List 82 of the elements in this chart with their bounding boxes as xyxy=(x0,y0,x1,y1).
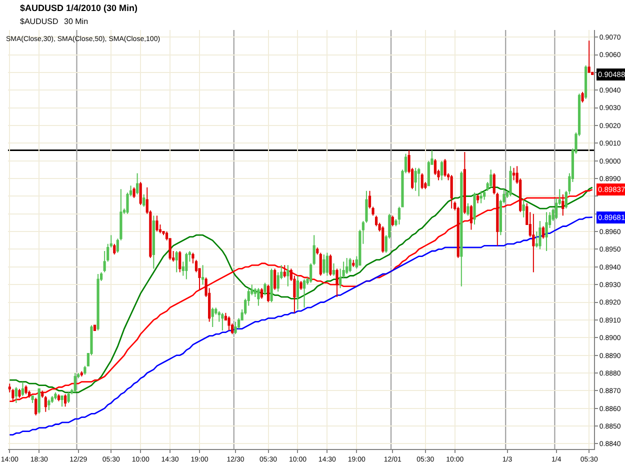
candlestick xyxy=(283,264,286,278)
candlestick xyxy=(14,386,18,404)
candlestick xyxy=(211,307,214,328)
candlestick xyxy=(48,399,50,411)
candlestick xyxy=(466,202,470,216)
candlestick xyxy=(562,194,564,216)
candlestick xyxy=(136,172,139,195)
candlestick xyxy=(296,275,300,310)
text: 30 Min xyxy=(64,17,88,26)
candlestick xyxy=(346,258,348,274)
candlestick xyxy=(584,64,588,100)
line-series xyxy=(8,216,594,436)
candlestick xyxy=(463,151,466,214)
candlestick xyxy=(509,166,512,197)
candlestick xyxy=(300,280,302,290)
candlestick xyxy=(74,372,76,393)
candlestick xyxy=(382,226,384,254)
candlestick xyxy=(270,268,273,303)
candlestick xyxy=(64,394,67,408)
candlestick xyxy=(391,215,394,227)
candlestick xyxy=(178,250,182,273)
candlestick xyxy=(54,392,57,400)
text: $AUDUSD xyxy=(20,17,58,26)
candlestick xyxy=(538,220,542,250)
candlestick xyxy=(221,312,224,332)
candlestick xyxy=(234,321,237,335)
candlestick xyxy=(322,254,326,274)
candlestick xyxy=(228,316,230,332)
candlestick xyxy=(460,170,463,287)
candlestick xyxy=(476,194,480,204)
candlestick xyxy=(532,213,535,273)
candlestick xyxy=(34,397,38,416)
candlestick xyxy=(512,167,516,181)
candlestick xyxy=(326,252,328,276)
candlestick xyxy=(483,190,486,200)
candlestick xyxy=(480,190,482,204)
candlestick xyxy=(156,215,158,232)
candlestick xyxy=(490,169,492,188)
candlestick xyxy=(67,392,70,404)
candlestick xyxy=(175,250,178,273)
candlestick xyxy=(336,268,338,298)
candlestick xyxy=(24,384,28,395)
candlestick xyxy=(470,204,473,230)
candlestick xyxy=(588,40,590,73)
candlestick xyxy=(31,395,34,404)
candlestick xyxy=(274,268,276,290)
candlestick xyxy=(522,199,525,218)
candlestick xyxy=(152,215,155,270)
candlestick xyxy=(450,174,453,210)
candlestick xyxy=(542,226,545,240)
candlestick xyxy=(80,370,83,378)
candlestick xyxy=(60,395,64,408)
candlestick xyxy=(420,172,424,190)
candlestick xyxy=(96,273,100,332)
candlestick xyxy=(332,262,336,276)
candlestick xyxy=(18,388,21,398)
candlestick xyxy=(266,284,270,303)
candlestick xyxy=(329,254,332,276)
candlestick xyxy=(38,388,40,414)
candlestick xyxy=(113,243,116,256)
candlestick xyxy=(201,264,204,286)
candlestick xyxy=(302,278,306,308)
candlestick xyxy=(260,288,264,300)
chart-title: $AUDUSD 1/4/2010 (30 Min) xyxy=(20,3,138,14)
candlestick xyxy=(257,288,260,306)
candlestick xyxy=(418,167,420,197)
candlestick xyxy=(57,394,60,402)
candlestick xyxy=(185,252,188,280)
candlestick xyxy=(264,282,266,296)
candlestick xyxy=(473,192,476,225)
candlestick xyxy=(348,258,352,273)
candlestick xyxy=(139,182,142,206)
candlestick xyxy=(444,158,446,178)
candlestick xyxy=(21,381,24,396)
candlestick xyxy=(581,91,584,103)
candlestick xyxy=(132,186,136,198)
candlestick xyxy=(440,160,444,181)
candlestick xyxy=(352,259,355,268)
candlestick xyxy=(545,212,548,252)
candlestick xyxy=(286,264,290,287)
candlestick xyxy=(142,194,146,208)
candlestick xyxy=(93,324,96,332)
